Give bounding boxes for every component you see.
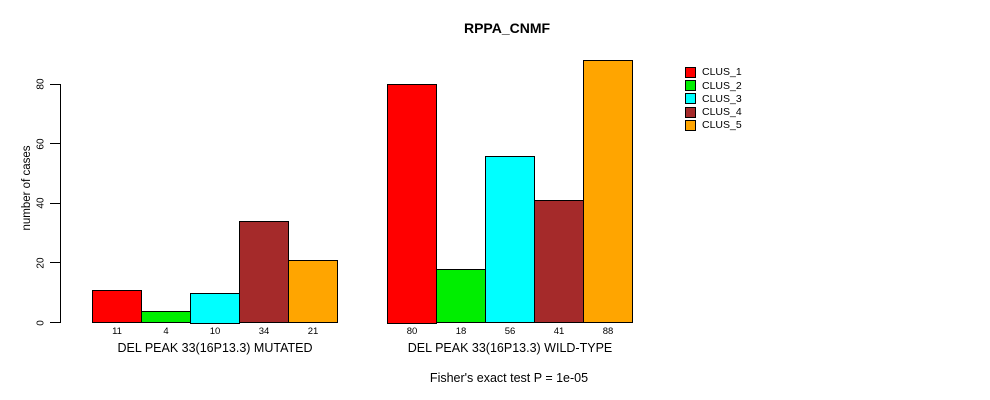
y-tick-label: 40 [35,197,47,209]
bar-value-label: 10 [209,326,221,337]
bar-clus_2-group2 [436,268,486,324]
legend-label: CLUS_4 [702,105,742,118]
bar-clus_4-group2 [534,200,584,324]
y-tick-label: 0 [35,319,47,326]
bar-value-label: 11 [112,326,122,337]
y-tick-mark [50,83,60,85]
bar-value-label: 18 [455,326,467,337]
legend-label: CLUS_3 [702,92,742,105]
y-tick-mark [50,322,60,323]
legend-swatch-icon [685,106,696,118]
y-tick-label: 80 [35,78,47,90]
bar-clus_2-group1 [141,310,191,324]
legend-label: CLUS_2 [702,79,742,92]
bar-clus_5-group1 [288,259,338,324]
legend-swatch-icon [685,80,696,92]
legend-row: CLUS_4 [685,106,742,119]
legend-swatch-icon [685,119,696,131]
chart-title: RPPA_CNMF [463,20,551,36]
legend: CLUS_1 CLUS_2 CLUS_3 CLUS_4 CLUS_5 [685,66,742,132]
bar-clus_3-group2 [485,155,535,324]
bar-clus_4-group1 [239,221,289,324]
bar-value-label: 4 [163,326,169,337]
y-tick-mark [50,262,60,264]
legend-row: CLUS_3 [685,92,742,105]
bar-clus_1-group1 [92,289,142,324]
bar-value-label: 56 [504,326,516,337]
bar-value-label: 34 [258,326,270,337]
bar-value-label: 88 [602,326,614,337]
x-axis-group-label-wild-type: DEL PEAK 33(16P13.3) WILD-TYPE [407,341,613,355]
legend-label: CLUS_5 [702,119,742,132]
legend-row: CLUS_1 [685,66,742,79]
y-tick-mark [50,143,60,145]
y-tick-label: 60 [35,138,47,150]
y-tick-label: 20 [35,257,47,269]
legend-row: CLUS_2 [685,79,742,92]
legend-row: CLUS_5 [685,119,742,132]
legend-swatch-icon [685,67,696,79]
bar-clus_5-group2 [583,60,633,324]
y-tick-mark [50,202,60,204]
legend-swatch-icon [685,93,696,105]
bar-value-label: 41 [553,326,565,337]
bar-clus_1-group2 [387,84,437,324]
bar-value-label: 21 [307,326,319,337]
footnote: Fisher's exact test P = 1e-05 [429,371,589,385]
bar-value-label: 80 [406,326,418,337]
legend-label: CLUS_1 [702,66,742,79]
y-axis-label: number of cases [21,145,33,231]
bar-clus_3-group1 [190,292,240,324]
y-axis-line [60,84,61,323]
x-axis-group-label-mutated: DEL PEAK 33(16P13.3) MUTATED [117,341,313,355]
